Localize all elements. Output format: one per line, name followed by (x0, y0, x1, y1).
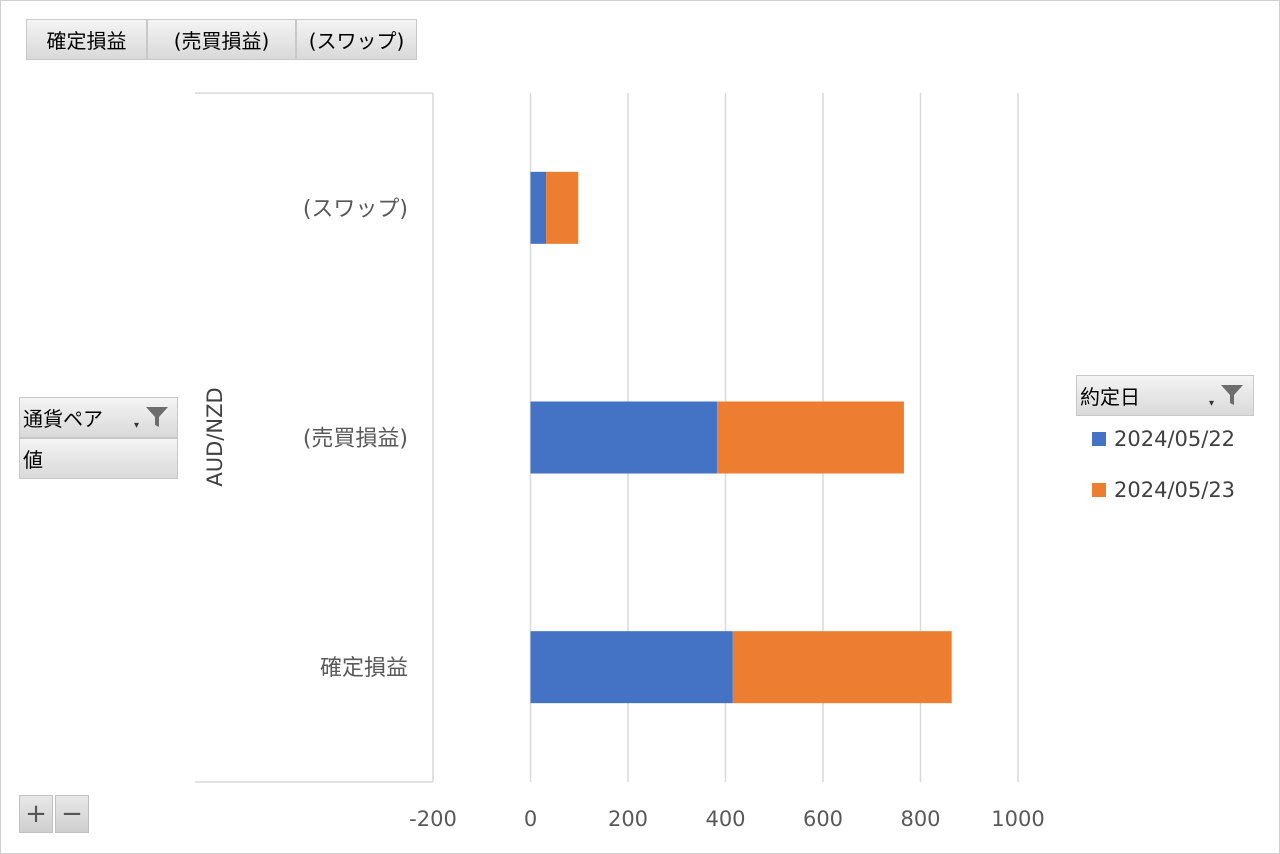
collapse-button[interactable]: − (55, 795, 89, 833)
dropdown-arrow-icon: ▾ (1209, 398, 1215, 409)
row-field-button-currency-pair[interactable]: 通貨ペア ▾ (19, 397, 178, 438)
legend-field-button-trade-date[interactable]: 約定日 ▾ (1076, 375, 1254, 416)
value-field-button-trading[interactable]: (売買損益) (147, 19, 296, 60)
legend-label: 2024/05/23 (1114, 478, 1236, 502)
filter-icon[interactable] (144, 404, 170, 430)
legend-field-label: 約定日 (1080, 385, 1140, 409)
legend-item-series1: 2024/05/22 (1092, 427, 1235, 451)
row-field-label: 値 (23, 448, 43, 472)
legend-swatch (1092, 483, 1106, 497)
legend-label: 2024/05/22 (1114, 427, 1236, 451)
value-field-button-swap[interactable]: (スワップ) (296, 19, 417, 60)
filter-icon[interactable] (1219, 382, 1245, 408)
row-field-button-values[interactable]: 値 (19, 438, 178, 479)
value-field-button-confirmed[interactable]: 確定損益 (26, 19, 147, 60)
value-field-bar: 確定損益 (売買損益) (スワップ) (26, 19, 417, 60)
legend-item-series2: 2024/05/23 (1092, 478, 1235, 502)
dropdown-arrow-icon: ▾ (134, 420, 140, 431)
legend-swatch (1092, 432, 1106, 446)
expand-button[interactable]: + (19, 795, 53, 833)
row-field-label: 通貨ペア (23, 407, 103, 431)
